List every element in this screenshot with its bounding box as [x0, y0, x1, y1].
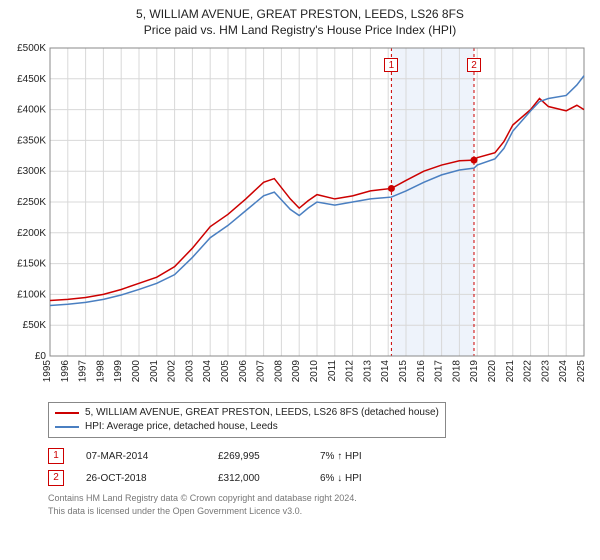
svg-text:1998: 1998	[95, 360, 106, 383]
svg-text:2023: 2023	[540, 360, 551, 383]
svg-text:2000: 2000	[131, 360, 142, 383]
svg-text:2007: 2007	[256, 360, 267, 383]
svg-text:2004: 2004	[202, 360, 213, 383]
svg-text:2015: 2015	[398, 360, 409, 383]
legend-swatch	[55, 426, 79, 428]
svg-text:2002: 2002	[167, 360, 178, 383]
svg-text:2014: 2014	[380, 360, 391, 383]
svg-text:£150K: £150K	[17, 259, 46, 270]
svg-text:1996: 1996	[60, 360, 71, 383]
svg-text:2012: 2012	[345, 360, 356, 383]
svg-text:1997: 1997	[78, 360, 89, 383]
svg-text:2008: 2008	[273, 360, 284, 383]
svg-text:£350K: £350K	[17, 136, 46, 147]
svg-text:2001: 2001	[149, 360, 160, 383]
svg-text:2006: 2006	[238, 360, 249, 383]
svg-text:£250K: £250K	[17, 197, 46, 208]
svg-text:£450K: £450K	[17, 74, 46, 85]
marker-number-box: 2	[48, 470, 64, 486]
marker-hpi: 6% ↓ HPI	[320, 473, 400, 484]
svg-text:2017: 2017	[434, 360, 445, 383]
svg-text:2010: 2010	[309, 360, 320, 383]
svg-text:2025: 2025	[576, 360, 587, 383]
svg-text:2020: 2020	[487, 360, 498, 383]
page-root: 5, WILLIAM AVENUE, GREAT PRESTON, LEEDS,…	[0, 0, 600, 560]
marker-row: 1 07-MAR-2014 £269,995 7% ↑ HPI	[48, 448, 592, 464]
price-chart: £0£50K£100K£150K£200K£250K£300K£350K£400…	[8, 42, 592, 392]
svg-text:2013: 2013	[362, 360, 373, 383]
svg-text:£200K: £200K	[17, 228, 46, 239]
svg-text:2022: 2022	[523, 360, 534, 383]
marker-price: £312,000	[218, 473, 298, 484]
svg-text:2009: 2009	[291, 360, 302, 383]
marker-date: 07-MAR-2014	[86, 451, 196, 462]
footer-line-1: Contains HM Land Registry data © Crown c…	[48, 492, 592, 504]
marker-price: £269,995	[218, 451, 298, 462]
chart-title: 5, WILLIAM AVENUE, GREAT PRESTON, LEEDS,…	[8, 6, 592, 38]
legend-label: HPI: Average price, detached house, Leed…	[85, 420, 278, 434]
svg-text:£300K: £300K	[17, 167, 46, 178]
title-line-2: Price paid vs. HM Land Registry's House …	[8, 22, 592, 38]
svg-text:2016: 2016	[416, 360, 427, 383]
svg-text:2019: 2019	[469, 360, 480, 383]
svg-text:2021: 2021	[505, 360, 516, 383]
marker-table: 1 07-MAR-2014 £269,995 7% ↑ HPI 2 26-OCT…	[48, 448, 592, 486]
marker-hpi: 7% ↑ HPI	[320, 451, 400, 462]
svg-text:2018: 2018	[451, 360, 462, 383]
marker-date: 26-OCT-2018	[86, 473, 196, 484]
legend-item: HPI: Average price, detached house, Leed…	[55, 420, 439, 434]
svg-text:2011: 2011	[327, 360, 338, 382]
svg-text:£50K: £50K	[23, 321, 47, 332]
svg-text:£100K: £100K	[17, 290, 46, 301]
title-line-1: 5, WILLIAM AVENUE, GREAT PRESTON, LEEDS,…	[8, 6, 592, 22]
svg-text:1995: 1995	[42, 360, 53, 383]
marker-row: 2 26-OCT-2018 £312,000 6% ↓ HPI	[48, 470, 592, 486]
svg-text:£500K: £500K	[17, 43, 46, 54]
legend-item: 5, WILLIAM AVENUE, GREAT PRESTON, LEEDS,…	[55, 406, 439, 420]
legend-swatch	[55, 412, 79, 414]
svg-text:2024: 2024	[558, 360, 569, 383]
footer-line-2: This data is licensed under the Open Gov…	[48, 505, 592, 517]
svg-text:1999: 1999	[113, 360, 124, 383]
svg-text:2005: 2005	[220, 360, 231, 383]
chart-marker-label: 2	[467, 58, 481, 72]
marker-number-box: 1	[48, 448, 64, 464]
legend-label: 5, WILLIAM AVENUE, GREAT PRESTON, LEEDS,…	[85, 406, 439, 420]
svg-text:£400K: £400K	[17, 105, 46, 116]
chart-marker-label: 1	[384, 58, 398, 72]
footer-attribution: Contains HM Land Registry data © Crown c…	[48, 492, 592, 516]
svg-text:2003: 2003	[184, 360, 195, 383]
legend: 5, WILLIAM AVENUE, GREAT PRESTON, LEEDS,…	[48, 402, 446, 438]
